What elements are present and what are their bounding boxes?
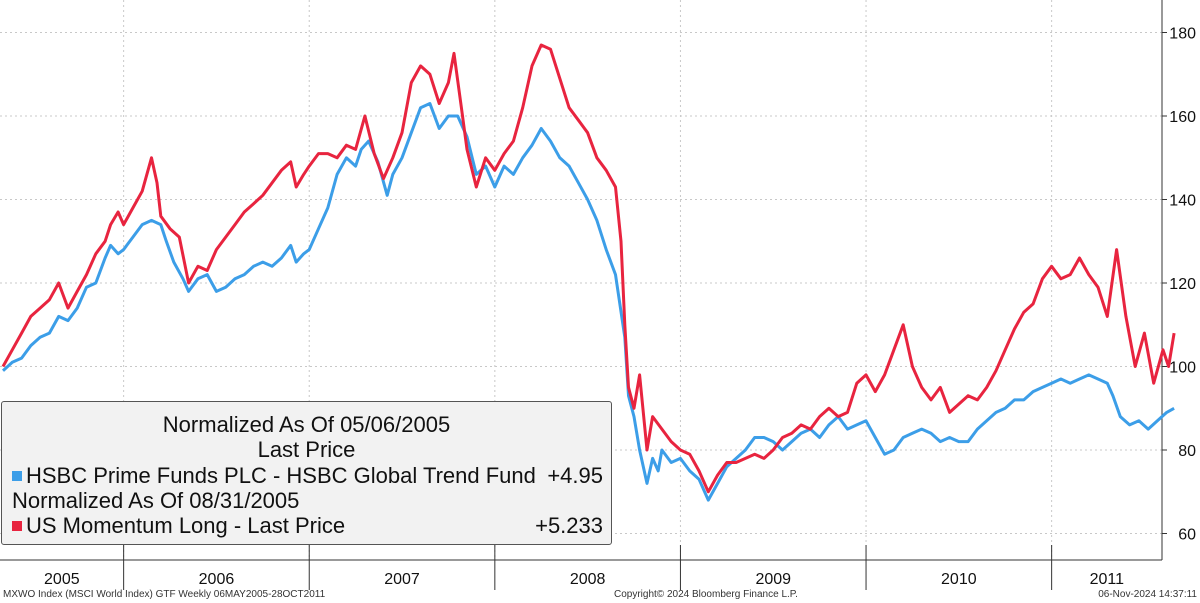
legend-series-value: +4.95 [547,463,603,488]
legend-box: Normalized As Of 05/06/2005 Last Price H… [1,401,612,545]
legend-normalized-label: Normalized As Of 05/06/2005 [162,412,451,437]
y-tick-label: 160 [1169,109,1196,126]
legend-series-name: US Momentum Long - Last Price [26,513,346,538]
legend-series-value: +5.233 [535,513,603,538]
y-tick-label: 60 [1178,527,1196,544]
x-tick-label: 2005 [44,571,80,588]
legend-swatch-momentum [12,521,22,531]
y-tick-label: 80 [1178,443,1196,460]
footer-copyright: Copyright© 2024 Bloomberg Finance L.P. [614,589,798,600]
footer-index-info: MXWO Index (MSCI World Index) GTF Weekly… [3,589,326,600]
y-tick-label: 120 [1169,276,1196,293]
y-tick-label: 100 [1169,360,1196,377]
legend-last-price-label: Last Price [257,437,356,462]
legend-swatch-hsbc [12,471,22,481]
series-line-momentum [1,43,1176,494]
x-tick-label: 2009 [755,571,791,588]
series-lines [1,43,1176,502]
series-line-hsbc [1,102,1175,502]
legend-normalized-label-2: Normalized As Of 08/31/2005 [12,488,300,513]
y-axis: 60 80 100 120 140 160 180 [1161,0,1196,560]
legend-entry-momentum: US Momentum Long - Last Price +5.233 [12,513,603,539]
x-tick-label: 2007 [384,571,420,588]
y-tick-label: 180 [1169,26,1196,43]
footer-timestamp: 06-Nov-2024 14:37:11 [1098,589,1197,600]
x-tick-label: 2006 [199,571,235,588]
y-tick-label: 140 [1169,193,1196,210]
legend-entry-hsbc: HSBC Prime Funds PLC - HSBC Global Trend… [12,463,603,489]
x-tick-label: 2008 [570,571,606,588]
x-tick-label: 2010 [941,571,977,588]
legend-series-name: HSBC Prime Funds PLC - HSBC Global Trend… [26,463,536,488]
x-axis: 2005 2006 2007 2008 2009 2010 2011 [0,545,1162,590]
x-tick-label: 2011 [1090,571,1125,588]
